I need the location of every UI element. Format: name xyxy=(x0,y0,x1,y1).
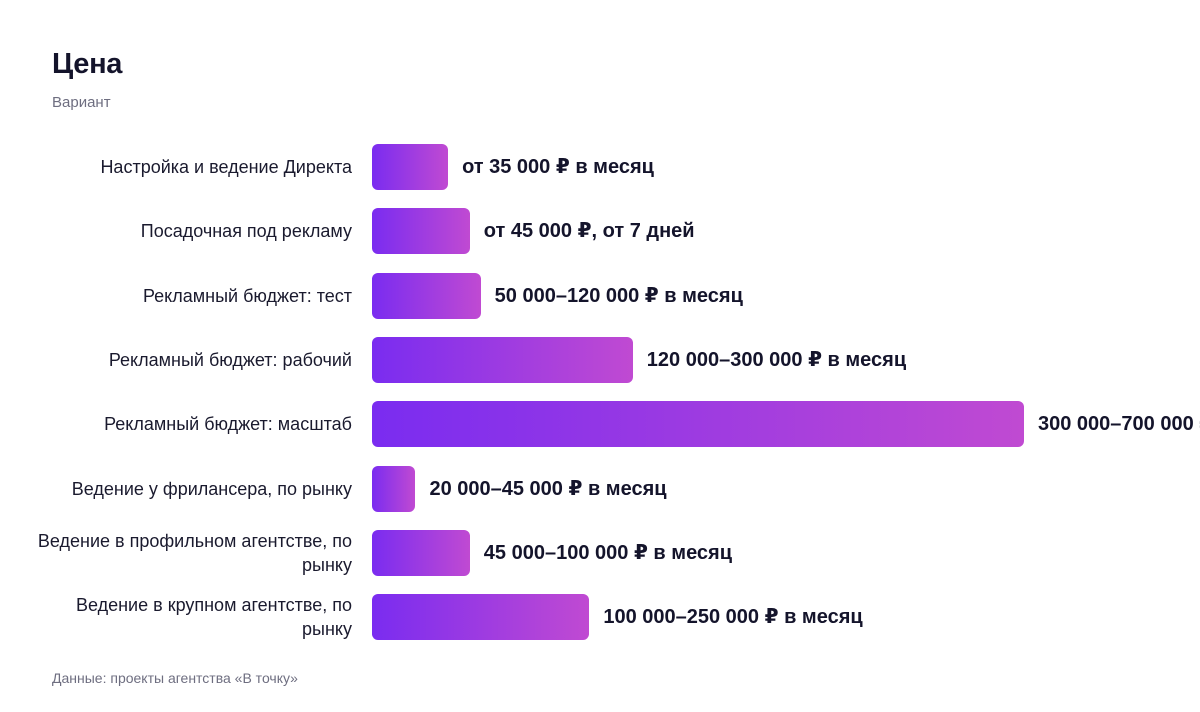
category-label: Рекламный бюджет: рабочий xyxy=(108,349,352,370)
chart-title: Цена xyxy=(52,48,123,80)
data-label: 100 000–250 000 ₽ в месяц xyxy=(603,606,863,629)
bar xyxy=(372,144,449,190)
category-label: Рекламный бюджет: масштаб xyxy=(104,414,352,435)
data-label: 120 000–300 000 ₽ в месяц xyxy=(646,348,907,371)
bar xyxy=(372,336,633,383)
bar xyxy=(372,465,416,512)
chart-subtitle: Вариант xyxy=(52,94,111,111)
category-label: Рекламный бюджет: тест xyxy=(142,285,352,306)
data-label: 20 000–45 000 ₽ в месяц xyxy=(429,477,667,500)
category-label: Ведение у фрилансера, по рынку xyxy=(71,478,352,499)
data-label: от 45 000 ₽, от 7 дней xyxy=(483,220,695,243)
category-label: Посадочная под рекламу xyxy=(140,221,352,242)
bar xyxy=(372,529,470,576)
bar xyxy=(372,272,481,319)
data-label: 50 000–120 000 ₽ в месяц xyxy=(494,284,743,307)
bar xyxy=(372,594,590,641)
category-label: Ведение в крупном агентстве, по рынку xyxy=(75,595,352,640)
category-label: Настройка и ведение Директа xyxy=(100,157,352,177)
data-label: от 35 000 ₽ в месяц xyxy=(462,156,654,178)
category-label: Ведение в профильном агентстве, по рынку xyxy=(37,530,352,575)
data-label: 300 000–700 000 ₽ в месяц xyxy=(1038,413,1200,436)
bar xyxy=(372,208,470,255)
data-label: 45 000–100 000 ₽ в месяц xyxy=(483,541,733,564)
source-note: Данные: проекты агентства «В точку» xyxy=(52,670,298,686)
bar xyxy=(372,401,1024,448)
